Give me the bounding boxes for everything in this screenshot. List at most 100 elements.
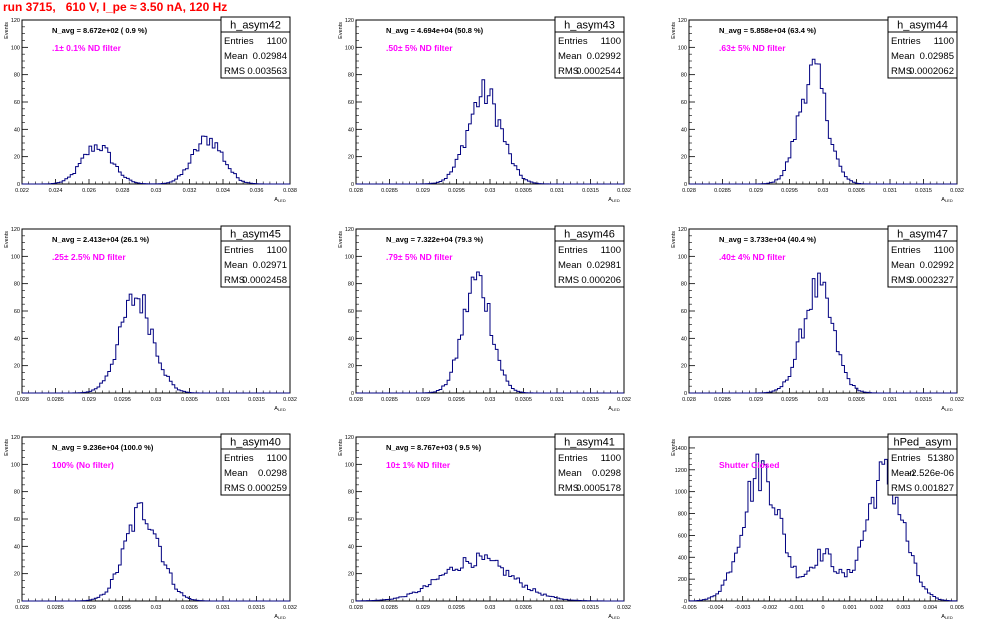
stats-value-rms: 0.001827	[914, 483, 954, 494]
stats-label-entries: Entries	[224, 36, 254, 47]
stats-label-entries: Entries	[224, 245, 254, 256]
histogram-name: h_asym43	[564, 20, 615, 32]
x-tick-label: 0.03	[485, 605, 496, 611]
y-tick-label: 60	[14, 517, 20, 523]
x-axis-title: ALED	[274, 406, 286, 412]
x-tick-label: 0.029	[416, 605, 430, 611]
stats-box	[554, 31, 625, 79]
y-tick-label: 120	[11, 18, 20, 24]
y-tick-label: 0	[351, 182, 354, 188]
y-tick-label: 60	[348, 309, 354, 315]
x-tick-label: 0.0295	[114, 605, 131, 611]
x-tick-label: 0.028	[349, 188, 363, 194]
histogram	[355, 552, 625, 602]
stats-value-entries: 1100	[934, 245, 954, 256]
y-tick-label: 20	[14, 364, 20, 370]
x-tick-label: 0.0295	[448, 188, 465, 194]
histogram-name: h_asym42	[230, 20, 281, 32]
stats-label-mean: Mean	[891, 260, 915, 271]
navg-label: N_avg = 8.767e+03 ( 9.5 %)	[386, 443, 482, 452]
stats-label-rms: RMS	[224, 66, 245, 77]
x-tick-label: 0.032	[950, 188, 964, 194]
stats-label-mean: Mean	[558, 260, 582, 271]
histogram	[22, 502, 290, 602]
x-tick-label: 0.038	[283, 188, 297, 194]
y-tick-label: 100	[11, 45, 20, 51]
y-axis-title: Events	[338, 231, 344, 248]
y-tick-label: 20	[681, 364, 687, 370]
y-tick-label: 100	[345, 45, 354, 51]
y-tick-label: 40	[348, 544, 354, 550]
filter-annotation: .40± 4% ND filter	[719, 252, 786, 262]
histogram-name: h_asym44	[897, 20, 948, 32]
stats-value-entries: 1100	[267, 245, 287, 256]
x-tick-label: 0.0315	[582, 188, 599, 194]
x-tick-label: 0.032	[283, 605, 297, 611]
y-tick-label: 60	[348, 100, 354, 106]
y-tick-label: 60	[14, 100, 20, 106]
stats-box	[887, 448, 958, 496]
x-tick-label: -0.005	[681, 605, 697, 611]
stats-label-mean: Mean	[224, 468, 248, 479]
navg-label: N_avg = 2.413e+04 (26.1 %)	[52, 235, 150, 244]
y-tick-label: 20	[348, 364, 354, 370]
x-tick-label: 0.028	[682, 188, 696, 194]
filter-annotation: 10± 1% ND filter	[386, 460, 451, 470]
x-tick-label: 0.0295	[781, 188, 798, 194]
x-tick-label: 0.004	[923, 605, 937, 611]
y-tick-label: 80	[14, 282, 20, 288]
stats-box	[887, 240, 958, 288]
panel-h_asym40: 0.028 0.0285 0.029 0.0295 0.03 0.0305 0.031 0.0…	[4, 433, 297, 620]
histogram	[22, 135, 290, 185]
filter-annotation: 100% (No filter)	[52, 460, 114, 470]
y-tick-label: 400	[678, 555, 687, 561]
x-axis-title: ALED	[608, 614, 620, 620]
y-tick-label: 80	[348, 282, 354, 288]
x-axis-title: ALED	[274, 197, 286, 203]
y-tick-label: 0	[351, 599, 354, 605]
panel-h_asym46: 0.028 0.0285 0.029 0.0295 0.03 0.0305 0.031 0.0…	[338, 225, 631, 412]
x-tick-label: 0.0285	[381, 397, 398, 403]
x-tick-label: -0.003	[735, 605, 751, 611]
stats-label-rms: RMS	[558, 66, 579, 77]
stats-value-mean: 0.02984	[253, 51, 287, 62]
y-tick-label: 0	[17, 182, 20, 188]
x-tick-label: 0.03	[485, 188, 496, 194]
x-tick-label: 0.026	[82, 188, 96, 194]
stats-value-mean: 0.02985	[920, 51, 954, 62]
x-tick-label: 0.0315	[582, 397, 599, 403]
x-axis-title: ALED	[941, 406, 953, 412]
histogram	[689, 272, 957, 394]
x-tick-label: 0.029	[416, 397, 430, 403]
panel-h_asym45: 0.028 0.0285 0.029 0.0295 0.03 0.0305 0.031 0.0…	[4, 225, 297, 412]
histogram	[688, 453, 958, 602]
x-tick-label: 0.031	[883, 188, 897, 194]
navg-label: N_avg = 8.672e+02 ( 0.9 %)	[52, 26, 148, 35]
x-axis-subscript: LED	[945, 198, 953, 203]
stats-label-rms: RMS	[891, 275, 912, 286]
x-tick-label: 0.0295	[448, 605, 465, 611]
y-tick-label: 40	[348, 127, 354, 133]
x-axis-subscript: LED	[278, 615, 286, 620]
histogram-name: h_asym40	[230, 437, 281, 449]
x-tick-label: 0.036	[250, 188, 264, 194]
stats-label-entries: Entries	[891, 245, 921, 256]
x-tick-label: 0.03	[151, 605, 162, 611]
stats-label-entries: Entries	[558, 36, 588, 47]
x-tick-label: 0.032	[183, 188, 197, 194]
stats-value-rms: 0.003563	[247, 66, 287, 77]
stats-value-rms: 0.0002062	[909, 66, 954, 77]
x-tick-label: 0.028	[116, 188, 130, 194]
stats-value-entries: 1100	[267, 36, 287, 47]
stats-value-entries: 51380	[928, 453, 954, 464]
stats-label-entries: Entries	[558, 453, 588, 464]
y-tick-label: 40	[14, 336, 20, 342]
stats-value-entries: 1100	[934, 36, 954, 47]
y-tick-label: 60	[681, 100, 687, 106]
x-axis-title: ALED	[941, 197, 953, 203]
stats-value-mean: 0.0298	[592, 468, 621, 479]
y-tick-label: 40	[348, 336, 354, 342]
y-tick-label: 40	[14, 544, 20, 550]
x-tick-label: 0.0285	[714, 397, 731, 403]
